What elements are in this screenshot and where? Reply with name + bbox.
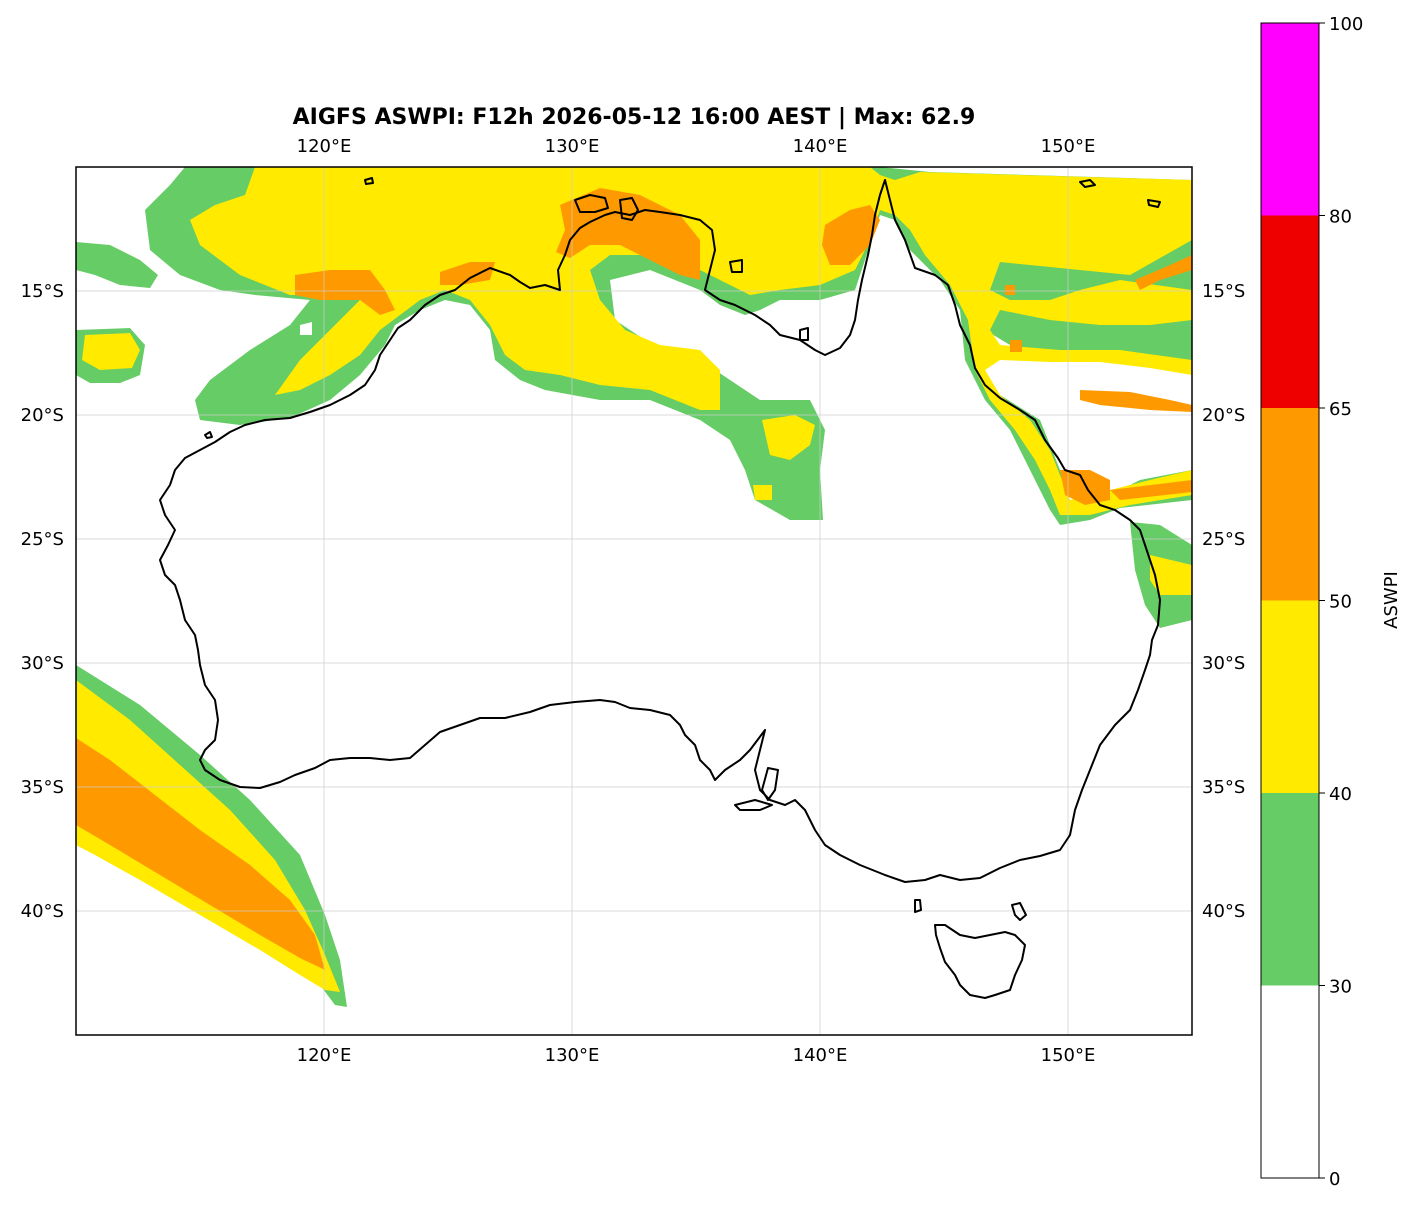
coastline (159, 177, 1161, 999)
colorbar-tick-label: 65 (1329, 399, 1352, 420)
lat-tick-labels-left: 15°S 20°S 25°S 30°S 35°S 40°S (21, 281, 64, 922)
lon-tick-label-bottom: 150°E (1041, 1045, 1096, 1066)
lat-tick-label-left: 30°S (21, 653, 64, 674)
colorbar: 0 30 40 50 65 80 100 ASWPI (1260, 14, 1402, 1190)
colorbar-ticks: 0 30 40 50 65 80 100 (1319, 14, 1363, 1190)
colorbar-block (1261, 23, 1319, 216)
lon-tick-label-bottom: 130°E (545, 1045, 600, 1066)
lat-tick-label-left: 25°S (21, 529, 64, 550)
lon-tick-label-top: 130°E (545, 136, 600, 157)
colorbar-block (1261, 408, 1319, 601)
colorbar-block (1261, 600, 1319, 793)
lat-tick-label-right: 30°S (1202, 653, 1245, 674)
aswpi-band-50-65 (76, 188, 1192, 970)
colorbar-block (1261, 215, 1319, 408)
colorbar-tick-label: 80 (1329, 207, 1352, 228)
lat-tick-labels-right: 15°S 20°S 25°S 30°S 35°S 40°S (1202, 281, 1245, 922)
lon-tick-label-top: 120°E (297, 136, 352, 157)
lon-tick-label-top: 150°E (1041, 136, 1096, 157)
aswpi-band-0-30-holes (300, 322, 1192, 458)
colorbar-tick-label: 40 (1329, 784, 1352, 805)
chart-title: AIGFS ASWPI: F12h 2026-05-12 16:00 AEST … (293, 105, 976, 130)
lon-tick-labels-top: 120°E 130°E 140°E 150°E (297, 136, 1096, 157)
colorbar-tick-label: 50 (1329, 592, 1352, 613)
lat-tick-label-right: 35°S (1202, 777, 1245, 798)
lat-tick-label-left: 15°S (21, 281, 64, 302)
lon-tick-label-top: 140°E (793, 136, 848, 157)
lat-tick-label-left: 35°S (21, 777, 64, 798)
lon-tick-label-bottom: 120°E (297, 1045, 352, 1066)
lat-tick-label-right: 20°S (1202, 405, 1245, 426)
lat-tick-label-right: 25°S (1202, 529, 1245, 550)
colorbar-block (1261, 985, 1319, 1178)
lat-tick-label-left: 40°S (21, 901, 64, 922)
lat-tick-label-left: 20°S (21, 405, 64, 426)
colorbar-tick-label: 0 (1329, 1169, 1340, 1190)
aswpi-field (76, 167, 1192, 1035)
lat-tick-label-right: 15°S (1202, 281, 1245, 302)
colorbar-label: ASWPI (1381, 571, 1402, 629)
map-frame (75, 166, 1193, 1036)
colorbar-block (1261, 793, 1319, 986)
colorbar-tick-label: 100 (1329, 14, 1363, 35)
lon-tick-label-bottom: 140°E (793, 1045, 848, 1066)
map-area (75, 166, 1193, 1036)
colorbar-tick-label: 30 (1329, 977, 1352, 998)
lon-tick-labels-bottom: 120°E 130°E 140°E 150°E (297, 1045, 1096, 1066)
colorbar-blocks (1261, 23, 1319, 1178)
lat-tick-label-right: 40°S (1202, 901, 1245, 922)
